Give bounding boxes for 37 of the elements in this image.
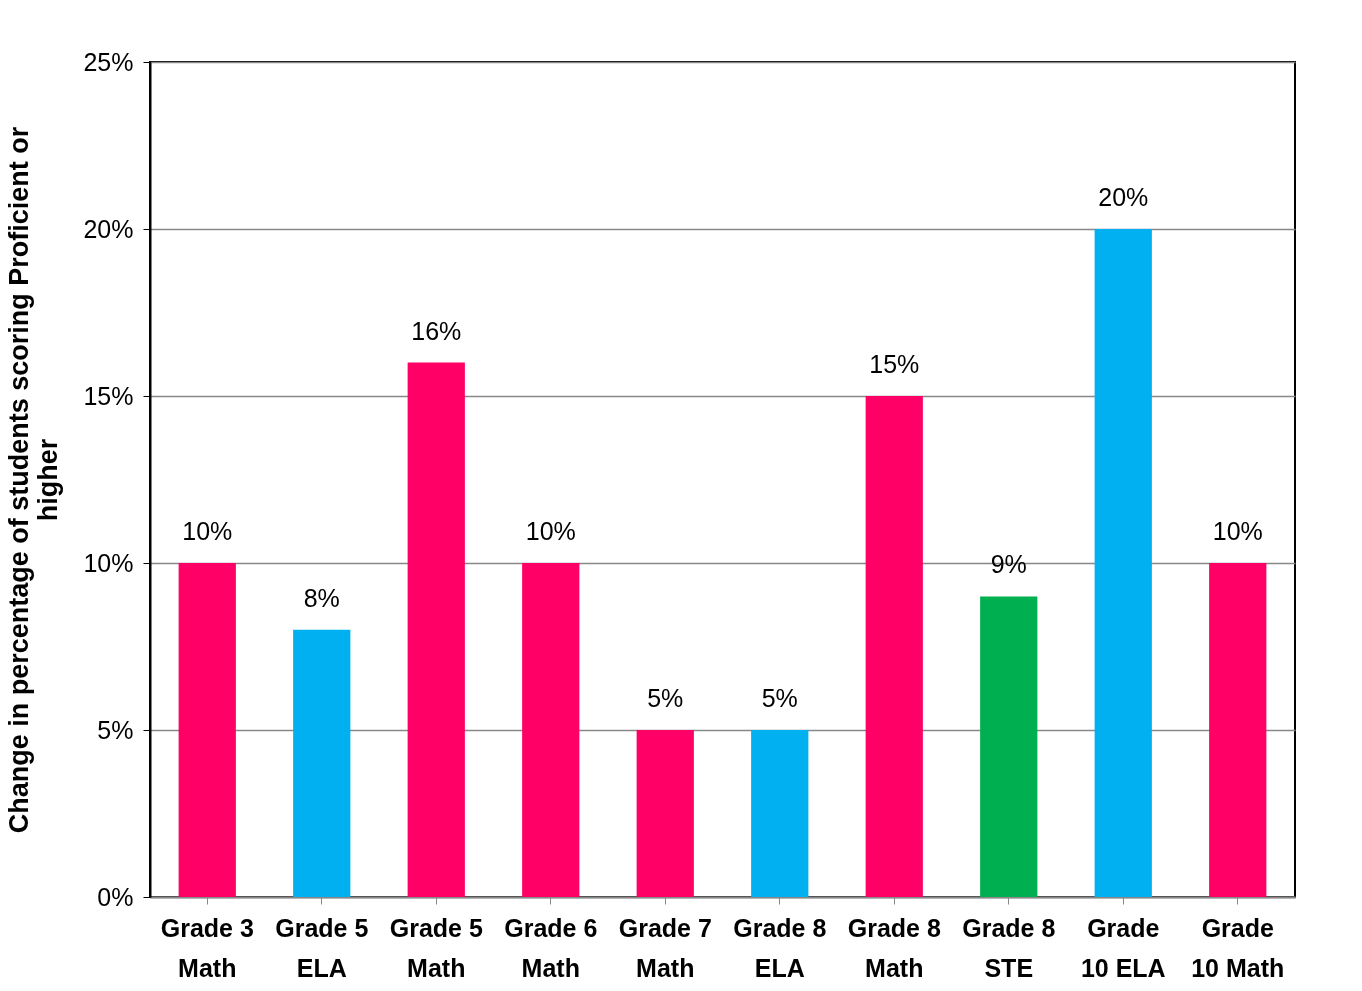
- data-label: 8%: [303, 583, 340, 612]
- bar: [751, 730, 809, 897]
- x-tick-label: Grade 3 Math: [160, 913, 254, 982]
- bar: [407, 362, 465, 897]
- data-label: 5%: [761, 684, 798, 712]
- data-label: 15%: [869, 350, 920, 378]
- data-label: 10%: [182, 517, 233, 545]
- data-label: 9%: [990, 550, 1027, 579]
- x-tick-label: Grade 6 Math: [504, 913, 598, 982]
- bar: [1209, 563, 1267, 897]
- bar: [980, 596, 1038, 897]
- data-label: 5%: [647, 684, 684, 712]
- data-label: 16%: [411, 316, 462, 345]
- data-label: 20%: [1098, 183, 1149, 211]
- y-axis-title: Change in percentage of students scoring Proficient or higher: [4, 126, 64, 834]
- bar: [178, 563, 236, 897]
- bar: [522, 563, 580, 897]
- x-tick-label: Grade 8 STE: [962, 913, 1056, 982]
- y-tick-label: 0%: [97, 882, 134, 911]
- y-tick-label: 15%: [83, 381, 134, 410]
- data-label: 10%: [1212, 517, 1263, 545]
- bar: [293, 629, 351, 897]
- x-tick-label: Grade 10 Math: [1191, 913, 1285, 982]
- data-label: 10%: [525, 517, 576, 545]
- bar: [1094, 229, 1152, 897]
- y-tick-label: 10%: [83, 548, 134, 577]
- x-tick-label: Grade 8 Math: [847, 913, 941, 982]
- x-tick-label: Grade 5 ELA: [275, 913, 369, 982]
- bar: [636, 730, 694, 897]
- x-tick-label: Grade 5 Math: [389, 913, 483, 982]
- y-tick-label: 20%: [83, 214, 134, 243]
- x-tick-label: Grade 8 ELA: [733, 913, 827, 982]
- bar: [865, 396, 923, 897]
- y-tick-label: 25%: [83, 47, 134, 76]
- x-tick-label: Grade 10 ELA: [1080, 913, 1166, 982]
- y-tick-label: 5%: [97, 715, 134, 744]
- x-tick-label: Grade 7 Math: [618, 913, 712, 982]
